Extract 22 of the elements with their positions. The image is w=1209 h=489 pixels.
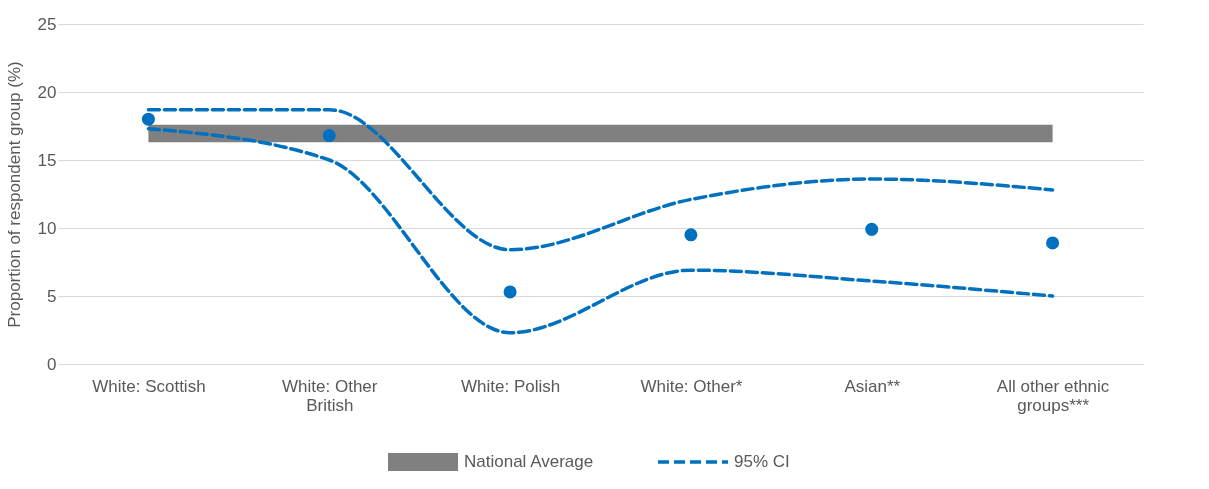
point xyxy=(1046,236,1060,250)
point xyxy=(322,129,336,143)
x-tick-label: White: Other* xyxy=(640,376,743,396)
y-tick-label: 5 xyxy=(47,286,57,306)
x-tick-label: White: Scottish xyxy=(92,376,206,396)
y-tick-label: 15 xyxy=(37,150,57,170)
line-series xyxy=(146,107,1055,252)
point xyxy=(141,112,155,126)
x-tick-label: White: Polish xyxy=(460,376,561,396)
y-tick-label: 0 xyxy=(47,354,57,374)
y-tick-label: 25 xyxy=(37,14,57,34)
legend-label: 95% CI xyxy=(734,452,790,471)
y-tick-label: 20 xyxy=(37,82,57,102)
x-tick-label: Asian** xyxy=(844,376,901,396)
point xyxy=(865,222,879,236)
point xyxy=(684,228,698,242)
x-tick-label: White: Other British xyxy=(282,376,378,415)
point xyxy=(503,285,517,299)
legend-label: National Average xyxy=(464,452,594,471)
y-axis-title: Proportion of respondent group (%) xyxy=(4,61,24,328)
x-tick-label: All other ethnic groups*** xyxy=(996,376,1110,415)
y-tick-label: 10 xyxy=(37,218,57,238)
